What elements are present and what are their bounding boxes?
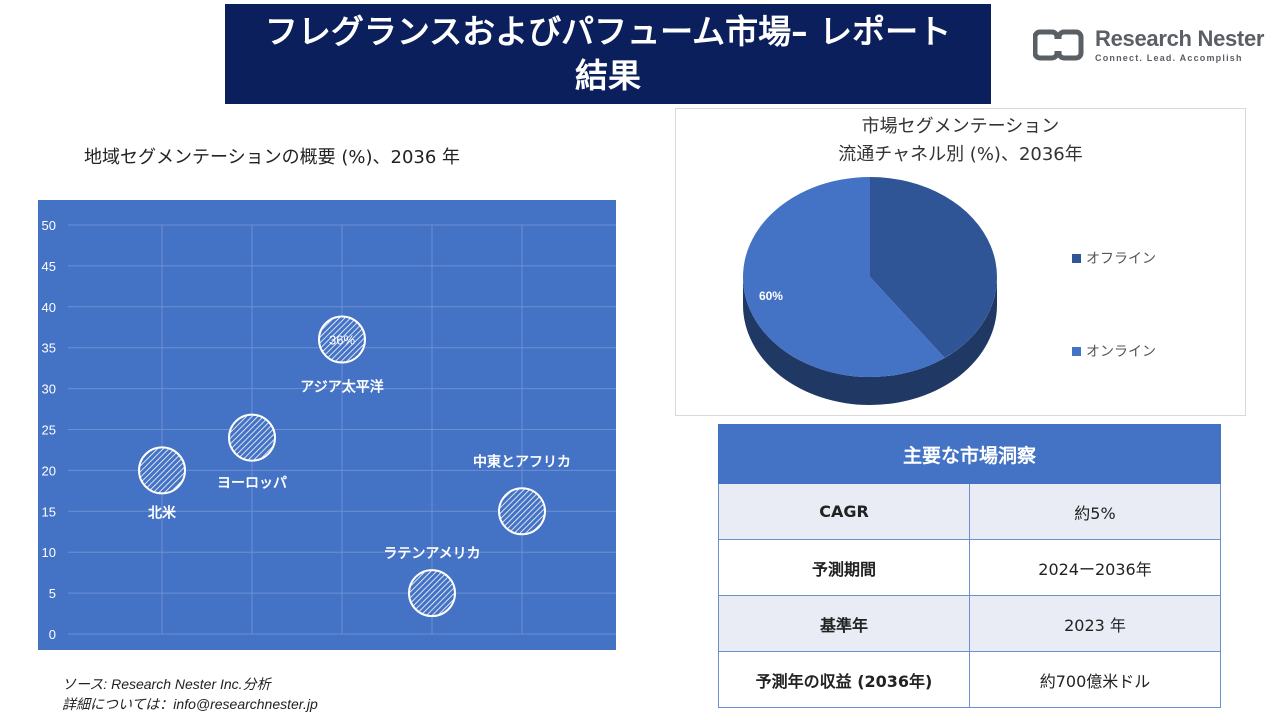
insight-value: 約700億米ドル xyxy=(969,651,1221,708)
logo-tagline: Connect. Lead. Accomplish xyxy=(1095,53,1243,63)
y-tick-label: 25 xyxy=(42,423,56,438)
pie-chart-title: 市場セグメンテーション 流通チャネル別 (%)、2036年 xyxy=(676,113,1245,169)
pie-title-line2: 流通チャネル別 (%)、2036年 xyxy=(838,144,1083,165)
legend-label-online: オンライン xyxy=(1086,344,1156,360)
y-tick-label: 45 xyxy=(42,259,56,274)
pie-data-label: 60% xyxy=(759,289,783,303)
logo-name: Research Nester xyxy=(1095,26,1265,51)
bubble-region-label: 北米 xyxy=(148,504,177,521)
y-tick-label: 5 xyxy=(49,586,56,601)
table-row: 基準年 2023 年 xyxy=(718,595,1221,652)
source-line: ソース: Research Nester Inc.分析 xyxy=(62,676,271,692)
legend-swatch-online xyxy=(1072,346,1081,356)
bubble-region-label: アジア太平洋 xyxy=(300,379,383,396)
report-title-banner: フレグランスおよびパフューム市場– レポート結果 xyxy=(225,4,991,104)
y-tick-label: 40 xyxy=(42,300,56,315)
bubble-region-label: 中東とアフリカ xyxy=(473,453,571,470)
bubble-point xyxy=(408,569,456,618)
insights-heading: 主要な市場洞察 xyxy=(718,424,1221,484)
legend-item-offline: オフライン xyxy=(1072,248,1156,268)
insight-key: 予測年の収益 (2036年) xyxy=(718,651,970,708)
insight-value: 約5% xyxy=(969,483,1221,540)
insight-value: 2023 年 xyxy=(969,595,1221,652)
insight-key: 基準年 xyxy=(718,595,970,652)
legend-label-offline: オフライン xyxy=(1086,251,1156,267)
bubble-chart-svg: 0 5 10 15 20 25 30 35 40 45 50 北米 ヨーロッパ 36% アジア太平洋ラテン… xyxy=(42,218,616,642)
bubble-region-label: ヨーロッパ xyxy=(217,476,287,492)
y-tick-label: 20 xyxy=(42,463,56,478)
market-insights-table: 主要な市場洞察 CAGR 約5% 予測期間 2024ー2036年 基準年 202… xyxy=(718,424,1221,708)
bubble-region-label: ラテンアメリカ xyxy=(383,546,480,562)
insight-key: 予測期間 xyxy=(718,539,970,596)
bubble-point xyxy=(138,446,186,495)
pie-chart-panel: 市場セグメンテーション 流通チャネル別 (%)、2036年 60% オフライン … xyxy=(675,108,1246,416)
table-row: 予測年の収益 (2036年) 約700億米ドル xyxy=(718,651,1221,708)
report-title: フレグランスおよびパフューム市場– レポート結果 xyxy=(264,12,952,95)
bubble-chart-title: 地域セグメンテーションの概要 (%)、2036 年 xyxy=(84,147,461,168)
bubble-point xyxy=(498,487,546,536)
y-tick-label: 10 xyxy=(42,545,56,560)
logo-mark-icon xyxy=(1033,29,1084,61)
insight-value: 2024ー2036年 xyxy=(969,539,1221,596)
pie-title-line1: 市場セグメンテーション xyxy=(861,116,1060,137)
y-tick-label: 50 xyxy=(42,218,56,233)
pie-slice-offline xyxy=(870,177,997,358)
y-tick-label: 15 xyxy=(42,504,56,519)
pie-side-wall xyxy=(743,277,997,405)
legend-item-online: オンライン xyxy=(1072,341,1156,361)
contact-line: 詳細については：info@researchnester.jp xyxy=(62,696,318,712)
bubble-point xyxy=(318,315,366,364)
insight-key: CAGR xyxy=(718,483,970,540)
pie-chart-svg: 60% xyxy=(742,177,997,405)
pie-slice-online xyxy=(742,177,945,378)
bubble-data-label: 36% xyxy=(329,333,355,348)
table-row: CAGR 約5% xyxy=(718,483,1221,540)
bubble-point xyxy=(228,413,276,462)
y-tick-label: 30 xyxy=(42,382,56,397)
research-nester-logo: Research Nester Connect. Lead. Accomplis… xyxy=(1033,26,1265,66)
bubble-chart: 0 5 10 15 20 25 30 35 40 45 50 北米 ヨーロッパ 36% アジア太平洋ラテン… xyxy=(38,200,616,650)
legend-swatch-offline xyxy=(1072,253,1081,263)
source-note: ソース: Research Nester Inc.分析 詳細については：info… xyxy=(62,674,318,714)
y-tick-label: 35 xyxy=(42,341,56,356)
y-tick-label: 0 xyxy=(49,627,56,642)
table-row: 予測期間 2024ー2036年 xyxy=(718,539,1221,596)
